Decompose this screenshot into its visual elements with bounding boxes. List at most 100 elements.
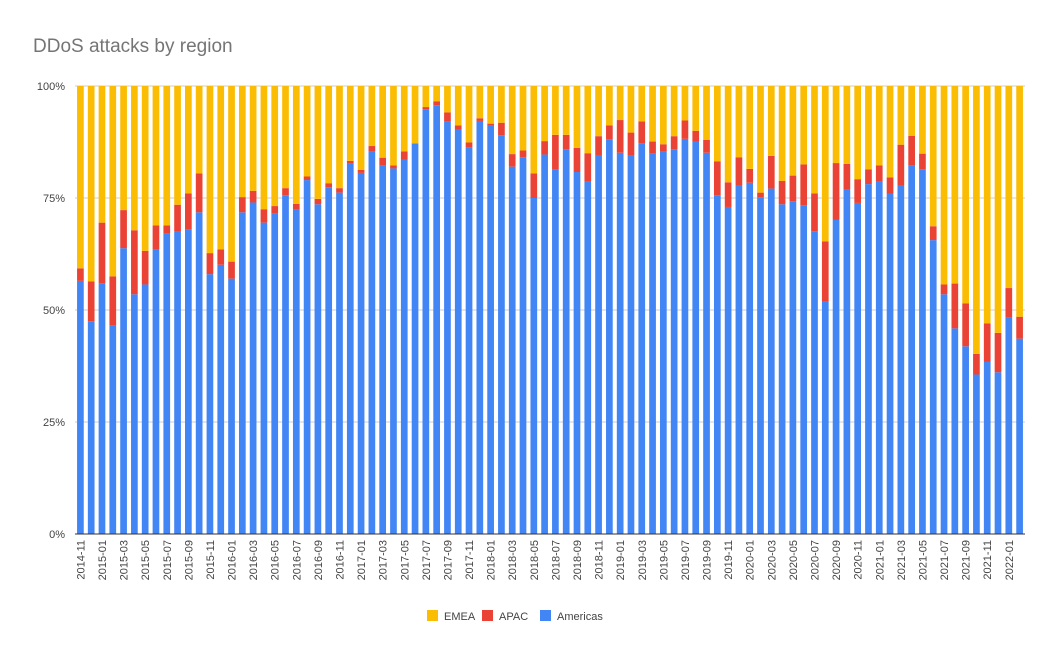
bar-apac-2018-08 (562, 134, 570, 150)
x-axis-ticks: 2014-11 2015-01 2015-03 2015-05 2015-07 2015-… (75, 540, 1015, 580)
bar-emea-2019-11 (724, 86, 732, 183)
legend-item-americas[interactable]: Americas (540, 610, 603, 623)
bar-emea-2015-02 (109, 86, 117, 277)
x-tick-label: 2021-01 (874, 540, 886, 580)
bar-emea-2020-09 (832, 86, 840, 164)
bar-emea-2021-02 (886, 86, 894, 178)
bar-emea-2017-08 (433, 86, 440, 102)
bar-americas-2018-07 (552, 169, 559, 534)
bar-emea-2020-05 (789, 86, 797, 176)
bar-emea-2017-06 (411, 86, 419, 144)
bar-americas-2020-07 (811, 231, 818, 535)
bar-americas-2014-12 (87, 321, 95, 534)
bar-americas-2016-12 (346, 163, 354, 534)
bar-apac-2021-02 (886, 177, 894, 194)
bar-americas-2015-07 (163, 233, 171, 534)
bar-emea-2019-09 (703, 86, 710, 140)
x-tick-label: 2016-05 (270, 540, 282, 580)
bar-apac-2016-07 (292, 203, 300, 210)
bar-apac-2019-06 (670, 136, 678, 150)
y-tick-label: 50% (43, 305, 65, 317)
y-tick-label: 0% (49, 529, 65, 541)
bar-emea-2021-01 (875, 86, 883, 166)
x-tick-label: 2017-07 (421, 540, 433, 580)
bar-emea-2020-01 (746, 86, 754, 169)
bar-apac-2022-02 (1016, 316, 1023, 339)
bar-apac-2018-06 (541, 141, 548, 155)
bar-emea-2015-01 (98, 86, 106, 223)
x-tick-label: 2015-11 (205, 540, 217, 580)
bar-americas-2018-04 (519, 157, 527, 534)
bar-americas-2018-11 (595, 154, 602, 534)
x-tick-label: 2015-07 (162, 540, 174, 580)
bar-americas-2021-11 (983, 361, 991, 534)
bar-apac-2021-10 (973, 353, 980, 375)
x-tick-label: 2016-03 (248, 540, 260, 580)
bar-apac-2020-08 (821, 241, 829, 302)
x-tick-label: 2019-09 (702, 540, 714, 580)
legend: EMEA APAC Americas (427, 610, 603, 623)
x-tick-label: 2020-05 (788, 540, 800, 580)
bar-americas-2018-05 (530, 198, 538, 534)
bar-emea-2015-12 (217, 86, 225, 250)
bar-apac-2020-09 (832, 163, 840, 220)
bar-americas-2019-10 (713, 195, 721, 534)
bar-emea-2017-03 (379, 86, 387, 158)
bar-americas-2016-09 (314, 204, 322, 534)
bar-apac-2019-08 (692, 130, 700, 142)
bar-apac-2017-03 (379, 157, 387, 166)
bar-americas-2018-03 (508, 166, 516, 534)
bar-americas-2017-05 (400, 159, 408, 535)
bar-emea-2015-06 (152, 86, 160, 226)
bar-americas-2017-10 (454, 129, 462, 534)
bar-emea-2019-10 (713, 86, 721, 162)
bar-americas-2020-05 (789, 201, 797, 535)
bar-americas-2017-08 (433, 105, 440, 534)
bar-emea-2017-07 (422, 86, 430, 108)
bar-americas-2019-05 (660, 151, 667, 534)
bar-americas-2021-07 (940, 294, 948, 534)
bar-emea-2021-05 (919, 86, 926, 154)
bar-americas-2020-12 (865, 184, 872, 534)
bar-apac-2016-01 (228, 261, 235, 279)
bar-americas-2015-09 (185, 229, 192, 535)
bar-apac-2019-09 (703, 139, 710, 153)
legend-item-emea[interactable]: EMEA (427, 610, 476, 623)
bar-emea-2018-07 (552, 86, 559, 135)
y-tick-label: 75% (43, 193, 65, 205)
bar-emea-2019-03 (638, 86, 646, 122)
bar-apac-2016-02 (238, 197, 246, 213)
bar-apac-2017-02 (368, 146, 376, 152)
bar-apac-2021-04 (908, 135, 915, 166)
bar-emea-2021-04 (908, 86, 915, 136)
bar-emea-2015-05 (141, 86, 149, 251)
x-tick-label: 2021-07 (939, 540, 951, 580)
bar-emea-2018-02 (498, 86, 505, 123)
bar-apac-2018-10 (584, 153, 592, 182)
legend-swatch (427, 610, 438, 621)
legend-item-apac[interactable]: APAC (482, 610, 528, 623)
x-tick-label: 2020-11 (853, 540, 865, 580)
bar-emea-2016-12 (346, 86, 354, 161)
bar-apac-2016-03 (249, 190, 257, 203)
bar-americas-2018-02 (498, 135, 505, 534)
legend-swatch (540, 610, 551, 621)
bar-apac-2020-02 (757, 192, 764, 198)
bar-americas-2016-05 (271, 213, 279, 534)
bar-emea-2015-10 (195, 86, 203, 174)
bar-americas-2018-06 (541, 154, 548, 534)
x-tick-label: 2018-07 (550, 540, 562, 580)
bar-americas-2022-02 (1016, 338, 1023, 534)
bar-emea-2020-11 (854, 86, 862, 180)
bar-apac-2021-01 (875, 165, 883, 182)
x-tick-label: 2016-07 (291, 540, 303, 580)
bar-apac-2017-12 (476, 118, 484, 121)
bar-apac-2018-02 (498, 122, 505, 136)
bar-emea-2018-06 (541, 86, 548, 142)
bar-apac-2018-03 (508, 154, 516, 167)
bar-americas-2016-03 (249, 202, 257, 535)
bar-americas-2014-11 (77, 280, 84, 534)
bar-americas-2019-01 (616, 152, 624, 534)
bar-americas-2015-04 (131, 294, 138, 534)
